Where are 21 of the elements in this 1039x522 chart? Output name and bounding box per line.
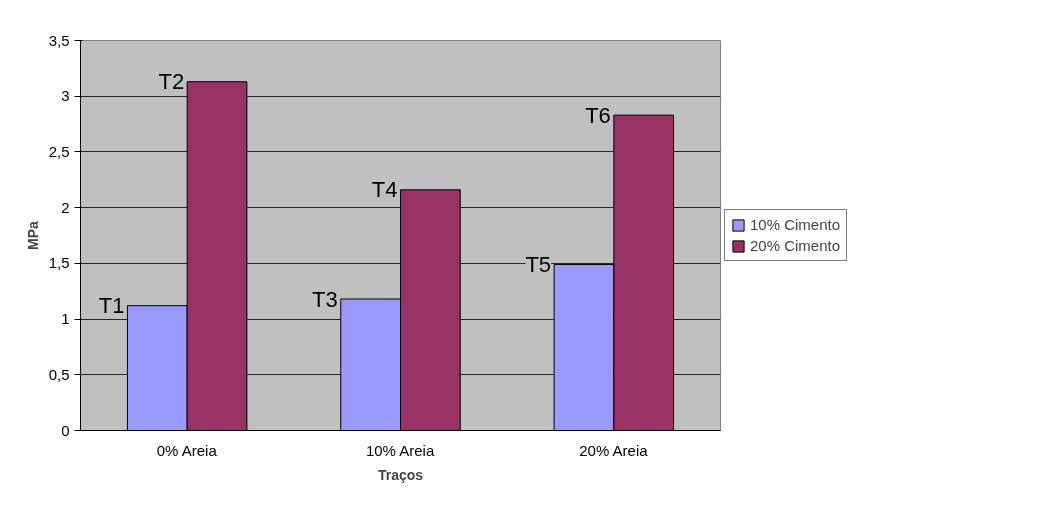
- y-axis-title: MPa: [24, 220, 41, 250]
- annotation: T6: [585, 102, 611, 128]
- y-tick-label: 2: [61, 198, 70, 216]
- annotation: T1: [98, 293, 125, 319]
- y-tick-label: 1: [61, 310, 70, 328]
- annotation: T3: [312, 286, 338, 312]
- annotation: T2: [158, 69, 185, 95]
- y-tick-label: 3: [61, 87, 70, 105]
- y-tick-label: 0: [61, 421, 70, 439]
- legend-label: 20% Cimento: [750, 237, 841, 254]
- x-tick-label: 20% Areia: [579, 441, 649, 459]
- legend-label: 10% Cimento: [750, 216, 841, 233]
- y-tick-label: 0,5: [48, 365, 70, 383]
- x-axis-title: Traços: [377, 466, 424, 483]
- y-tick-label: 2,5: [48, 142, 70, 160]
- annotation: T5: [525, 251, 552, 277]
- y-tick-label: 1,5: [48, 254, 70, 272]
- x-tick-label: 10% Areia: [365, 441, 435, 459]
- x-tick-label: 0% Areia: [156, 441, 218, 459]
- y-tick-label: 3,5: [48, 31, 70, 49]
- annotation: T4: [371, 177, 398, 203]
